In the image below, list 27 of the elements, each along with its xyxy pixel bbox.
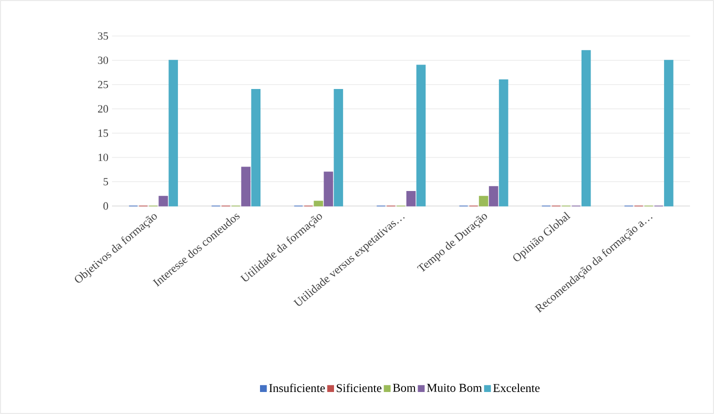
bar (498, 79, 508, 206)
bar (581, 50, 591, 206)
bar (334, 89, 344, 206)
legend-label: Muito Bom (426, 384, 482, 392)
y-tick-label: 5 (104, 178, 108, 186)
bar (314, 200, 324, 206)
y-tick-label: 0 (103, 202, 108, 210)
legend-label: Bom (392, 384, 416, 392)
legend-label: Excelente (493, 384, 540, 392)
bar (324, 172, 334, 206)
bar (168, 60, 178, 206)
legend-label: Insuficiente (269, 384, 325, 392)
y-tick-label: 10 (98, 154, 108, 162)
y-tick-label: 35 (98, 32, 108, 40)
y-tick-label: 25 (98, 80, 108, 88)
bar (416, 64, 426, 206)
bar (664, 60, 674, 206)
bar (158, 196, 168, 206)
bar (241, 166, 251, 206)
bar (406, 191, 416, 206)
legend-label: Sificiente (336, 384, 382, 392)
bar (251, 89, 261, 206)
bar (488, 186, 498, 206)
y-tick-label: 20 (98, 105, 108, 113)
bar (478, 196, 488, 206)
y-tick-label: 30 (98, 56, 108, 64)
y-tick-label: 15 (98, 129, 108, 137)
